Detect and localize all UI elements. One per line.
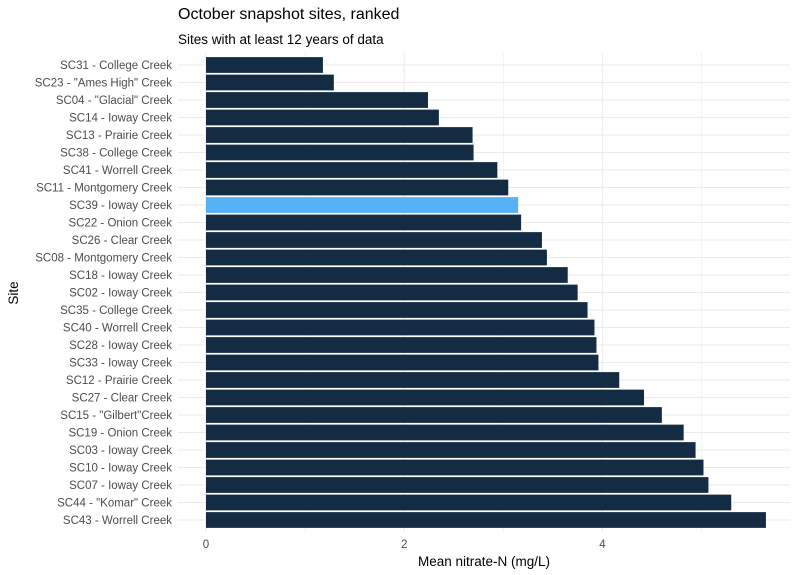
y-tick-label: SC22 - Onion Creek (68, 218, 172, 230)
y-tick-label: SC11 - Montgomery Creek (36, 183, 172, 195)
bar (206, 424, 684, 441)
y-tick-label: SC12 - Prairie Creek (66, 375, 172, 387)
bar (206, 442, 696, 458)
y-tick-label: SC15 - "Gilbert"Creek (60, 410, 172, 422)
y-tick-label: SC44 - "Komar" Creek (57, 498, 172, 510)
y-tick-label: SC03 - Ioway Creek (69, 445, 172, 457)
y-tick-label: SC19 - Onion Creek (68, 428, 172, 440)
y-tick-label: SC18 - Ioway Creek (69, 270, 172, 282)
x-tick-label: 2 (401, 539, 407, 551)
bar (206, 319, 595, 336)
bar (206, 477, 709, 493)
chart-subtitle: Sites with at least 12 years of data (178, 32, 384, 47)
y-tick-label: SC39 - Ioway Creek (69, 200, 172, 212)
bar (206, 407, 662, 423)
bar (206, 144, 474, 161)
bar (206, 302, 588, 318)
y-tick-label: SC38 - College Creek (60, 148, 172, 160)
chart-title: October snapshot sites, ranked (178, 6, 400, 23)
x-axis-title: Mean nitrate-N (mg/L) (418, 554, 550, 569)
x-tick-labels: 0 2 4 (203, 539, 606, 551)
y-tick-labels: SC31 - College Creek SC23 - "Ames High" C… (35, 60, 173, 527)
bar (206, 179, 509, 196)
bars-group (206, 57, 766, 528)
y-tick-label: SC33 - Ioway Creek (69, 358, 172, 370)
y-tick-label: SC41 - Worrell Creek (63, 165, 172, 177)
x-tick-label: 4 (599, 539, 606, 551)
y-tick-label: SC27 - Clear Creek (72, 393, 173, 405)
bar (206, 74, 334, 91)
bar (206, 337, 597, 353)
bar (206, 354, 599, 371)
y-tick-label: SC23 - "Ames High" Creek (35, 78, 173, 90)
bar (206, 57, 323, 73)
y-tick-label: SC35 - College Creek (60, 305, 172, 317)
bar (206, 249, 547, 266)
bar (206, 92, 428, 108)
bar (206, 372, 620, 388)
bar (206, 284, 578, 301)
y-tick-label: SC13 - Prairie Creek (66, 130, 172, 142)
y-tick-label: SC08 - Montgomery Creek (35, 253, 172, 265)
y-tick-label: SC40 - Worrell Creek (63, 323, 172, 335)
bar (206, 494, 732, 511)
y-tick-label: SC31 - College Creek (60, 60, 172, 72)
bar (206, 232, 542, 248)
bar (206, 197, 519, 213)
y-tick-label: SC26 - Clear Creek (72, 235, 173, 247)
y-tick-label: SC02 - Ioway Creek (69, 288, 172, 300)
bar (206, 162, 498, 178)
bar (206, 389, 645, 406)
bar (206, 267, 568, 283)
y-tick-label: SC04 - "Glacial" Creek (56, 95, 172, 107)
bar (206, 109, 439, 126)
x-tick-label: 0 (203, 539, 209, 551)
y-tick-label: SC14 - Ioway Creek (69, 113, 172, 125)
y-tick-label: SC07 - Ioway Creek (69, 480, 172, 492)
bar (206, 459, 704, 476)
bar (206, 214, 522, 231)
y-tick-label: SC10 - Ioway Creek (69, 463, 172, 475)
bar (206, 512, 766, 528)
bar (206, 127, 473, 143)
y-tick-label: SC43 - Worrell Creek (63, 515, 172, 527)
y-axis-title: Site (6, 281, 21, 304)
y-tick-label: SC28 - Ioway Creek (69, 340, 172, 352)
